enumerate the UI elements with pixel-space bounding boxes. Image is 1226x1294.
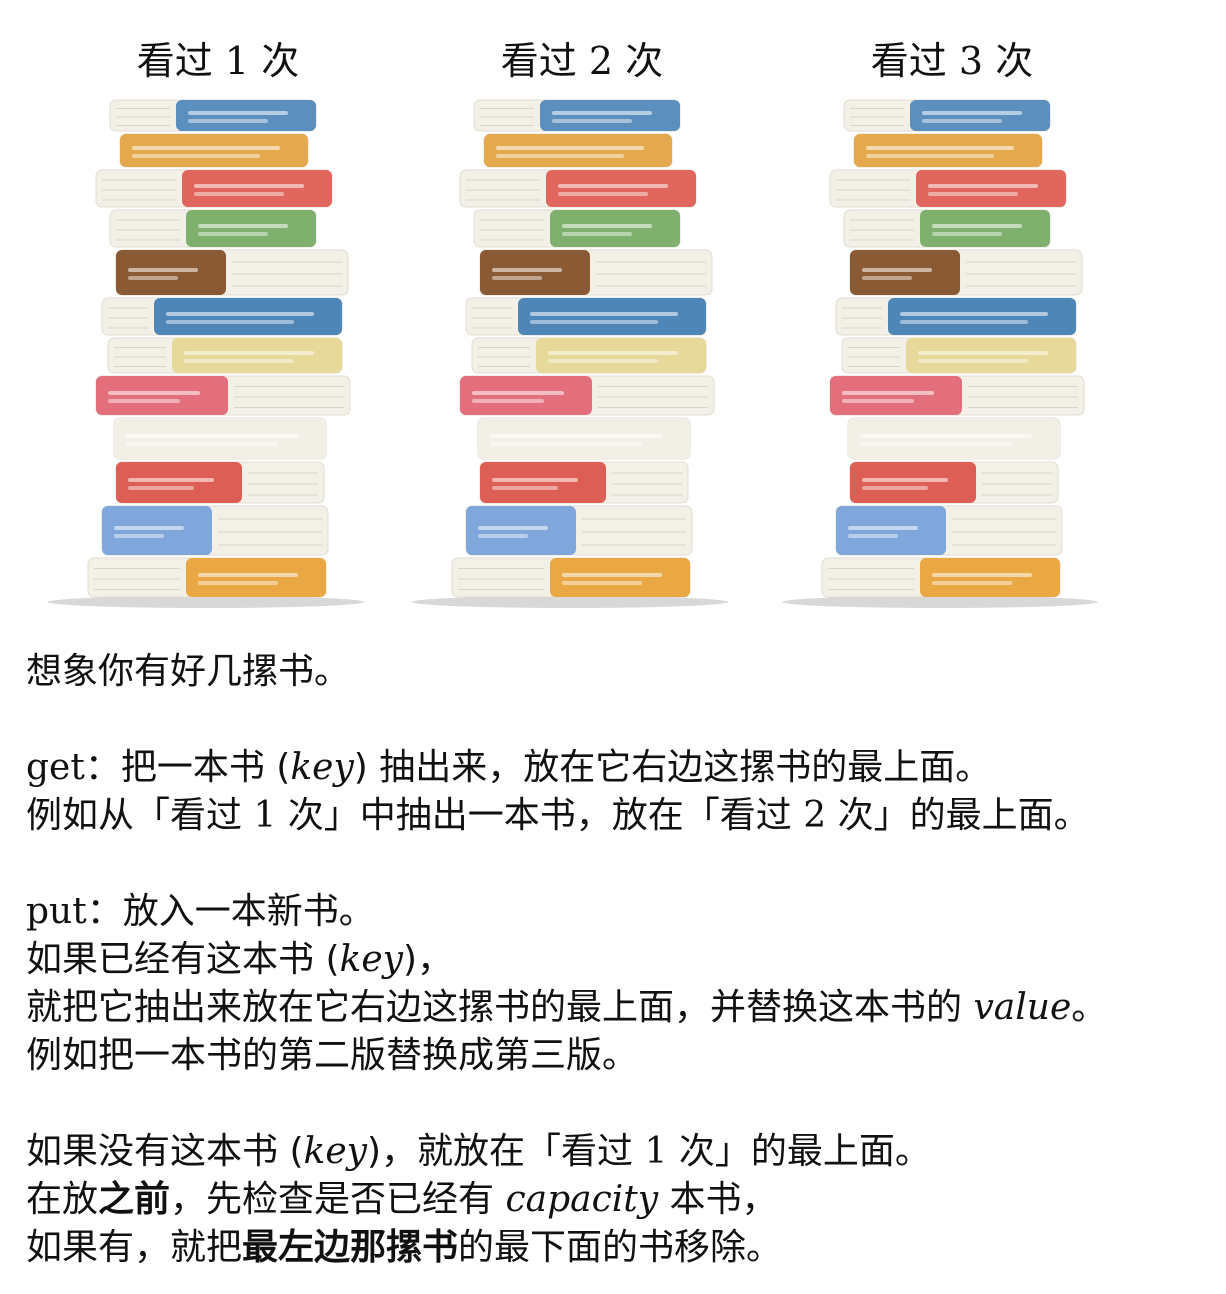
- get-line-1: get：把一本书 (key) 抽出来，放在它右边这摞书的最上面。: [26, 747, 992, 788]
- stack-title: 看过 3 次: [870, 39, 1034, 83]
- intro-line: 想象你有好几摞书。: [26, 651, 351, 692]
- book-icon: [847, 417, 1061, 460]
- stack-seen-1: 看过 1 次: [48, 0, 388, 620]
- book-stack-icon: [48, 99, 364, 608]
- get-line-2: 例如从「看过 1 次」中抽出一本书，放在「看过 2 次」的最上面。: [26, 795, 1090, 836]
- book-icon: [109, 99, 317, 132]
- book-icon: [479, 249, 713, 296]
- book-icon: [835, 297, 1077, 336]
- book-stacks-illustration: 看过 1 次 看过 2 次 看过 3 次: [0, 0, 1226, 620]
- book-icon: [853, 133, 1043, 168]
- book-icon: [101, 505, 329, 556]
- book-icon: [451, 557, 691, 598]
- book-icon: [473, 99, 681, 132]
- book-icon: [113, 417, 327, 460]
- book-icon: [829, 169, 1067, 208]
- book-icon: [843, 99, 1051, 132]
- book-icon: [109, 209, 317, 248]
- book-icon: [821, 557, 1061, 598]
- book-stack-icon: [412, 99, 728, 608]
- book-icon: [849, 461, 1059, 504]
- book-icon: [829, 375, 1085, 416]
- book-icon: [87, 557, 327, 598]
- new-book-line-1: 如果没有这本书 (key)，就放在「看过 1 次」的最上面。: [26, 1131, 931, 1172]
- book-icon: [843, 209, 1051, 248]
- book-icon: [477, 417, 691, 460]
- put-line-1: put：放入一本新书。: [26, 891, 375, 932]
- book-icon: [471, 337, 707, 374]
- stack-seen-2: 看过 2 次: [412, 0, 752, 620]
- book-icon: [459, 375, 715, 416]
- book-icon: [849, 249, 1083, 296]
- stack-title: 看过 1 次: [136, 39, 300, 83]
- book-icon: [483, 133, 673, 168]
- put-line-2: 如果已经有这本书 (key)，: [26, 939, 454, 980]
- book-icon: [835, 505, 1063, 556]
- book-icon: [95, 169, 333, 208]
- book-icon: [115, 461, 325, 504]
- book-icon: [101, 297, 343, 336]
- book-icon: [841, 337, 1077, 374]
- put-line-3: 就把它抽出来放在它右边这摞书的最上面，并替换这本书的 value。: [26, 987, 1108, 1028]
- book-icon: [115, 249, 349, 296]
- book-icon: [107, 337, 343, 374]
- book-icon: [459, 169, 697, 208]
- book-icon: [465, 505, 693, 556]
- new-book-line-3: 如果有，就把最左边那摞书的最下面的书移除。: [26, 1227, 783, 1268]
- book-icon: [465, 297, 707, 336]
- book-icon: [473, 209, 681, 248]
- put-line-4: 例如把一本书的第二版替换成第三版。: [26, 1035, 639, 1076]
- book-icon: [119, 133, 309, 168]
- stack-seen-3: 看过 3 次: [782, 0, 1122, 620]
- book-stack-icon: [782, 99, 1098, 608]
- book-icon: [95, 375, 351, 416]
- explanation-text: 想象你有好几摞书。 get：把一本书 (key) 抽出来，放在它右边这摞书的最上…: [26, 648, 1216, 1272]
- stack-title: 看过 2 次: [500, 39, 664, 83]
- new-book-line-2: 在放之前，先检查是否已经有 capacity 本书，: [26, 1179, 778, 1220]
- book-icon: [479, 461, 689, 504]
